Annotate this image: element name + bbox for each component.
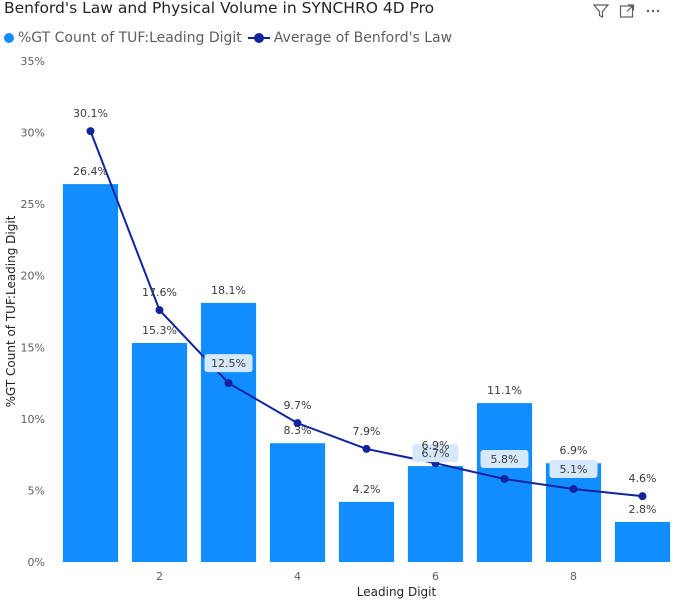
x-tick-label: 2 — [156, 570, 163, 583]
legend-label-line: Average of Benford's Law — [273, 30, 453, 46]
line-data-label: 12.5% — [211, 357, 246, 370]
legend-item-bar[interactable]: %GT Count of TUF:Leading Digit — [4, 30, 242, 46]
chart-title: Benford's Law and Physical Volume in SYN… — [4, 0, 435, 17]
y-tick-label: 25% — [21, 198, 45, 211]
bar[interactable] — [407, 466, 464, 562]
bar[interactable] — [269, 443, 326, 562]
line-point[interactable] — [500, 474, 509, 483]
bar-data-label: 4.2% — [353, 483, 381, 496]
bar-data-label: 11.1% — [487, 384, 522, 397]
line-point[interactable] — [224, 379, 233, 388]
bar-data-label: 8.3% — [284, 424, 312, 437]
y-tick-label: 35% — [21, 55, 45, 68]
bar-data-label: 18.1% — [211, 284, 246, 297]
line-point[interactable] — [569, 484, 578, 493]
line-data-label: 30.1% — [73, 107, 108, 120]
y-tick-label: 20% — [21, 270, 45, 283]
x-tick-label: 4 — [294, 570, 301, 583]
legend-item-line[interactable]: Average of Benford's Law — [247, 30, 453, 46]
x-tick-label: 8 — [570, 570, 577, 583]
line-data-label: 9.7% — [284, 399, 312, 412]
line-data-label: 5.1% — [560, 463, 588, 476]
visual-header-toolbar — [592, 3, 661, 19]
legend-label-bar: %GT Count of TUF:Leading Digit — [18, 30, 242, 46]
legend-marker-bar — [4, 33, 14, 43]
focus-mode-icon[interactable] — [619, 3, 635, 19]
line-data-label: 5.8% — [491, 453, 519, 466]
y-tick-label: 10% — [21, 413, 45, 426]
line-label-box — [549, 459, 598, 478]
filter-icon[interactable] — [592, 3, 610, 19]
bar-data-label: 6.7% — [422, 447, 450, 460]
bar[interactable] — [200, 302, 257, 562]
line-point[interactable] — [362, 444, 371, 453]
y-tick-label: 30% — [21, 127, 45, 140]
bar-data-label: 2.8% — [629, 503, 657, 516]
y-tick-label: 15% — [21, 341, 45, 354]
legend: %GT Count of TUF:Leading Digit Average o… — [4, 30, 458, 46]
line-point[interactable] — [155, 306, 164, 315]
line-label-box — [204, 354, 253, 373]
bar-data-label: 15.3% — [142, 324, 177, 337]
bar[interactable] — [131, 342, 188, 562]
line-data-label: 6.9% — [422, 439, 450, 452]
line-point[interactable] — [638, 492, 647, 501]
bar[interactable] — [338, 501, 395, 562]
legend-marker-line — [247, 33, 270, 43]
y-tick-label: 0% — [28, 556, 45, 569]
y-tick-label: 5% — [28, 484, 45, 497]
line-label-box — [480, 449, 529, 468]
bar[interactable] — [545, 463, 602, 562]
line-data-label: 4.6% — [629, 472, 657, 485]
x-axis-title: Leading Digit — [357, 585, 437, 599]
more-options-icon[interactable] — [645, 3, 661, 19]
bar-data-label: 6.9% — [560, 444, 588, 457]
bar[interactable] — [62, 184, 119, 563]
line-data-label: 17.6% — [142, 286, 177, 299]
line-point[interactable] — [86, 127, 95, 136]
line-point[interactable] — [293, 419, 302, 428]
bar[interactable] — [614, 521, 671, 562]
bar-label-box — [412, 444, 459, 463]
bar-data-label: 26.4% — [73, 165, 108, 178]
x-tick-label: 6 — [432, 570, 439, 583]
y-axis-title: %GT Count of TUF:Leading Digit — [4, 215, 18, 407]
line-data-label: 7.9% — [353, 425, 381, 438]
